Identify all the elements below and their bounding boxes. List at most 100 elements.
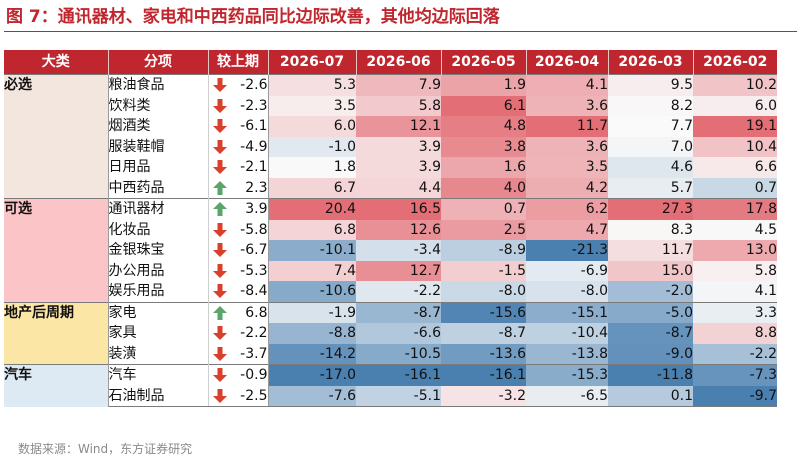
heat-cell: 3.6: [526, 136, 608, 157]
heat-cell: -15.3: [526, 364, 608, 386]
heat-cell: 3.8: [441, 136, 526, 157]
arrow-down-icon: [212, 346, 227, 361]
table-body: 必选 粮油食品 -2.6 5.3 7.9 1.9 4.1 9.5 10.2 饮料类 -2.3 3.5 5…: [4, 74, 777, 407]
change-cell: -2.6: [208, 74, 269, 96]
heat-cell: 4.0: [441, 177, 526, 199]
change-value: -6.1: [240, 118, 268, 135]
heat-cell: -8.7: [441, 323, 526, 344]
heat-cell: -14.2: [268, 343, 356, 365]
heat-cell: 7.9: [356, 74, 441, 96]
item-label: 金银珠宝: [108, 240, 209, 261]
arrow-down-icon: [212, 160, 227, 175]
heat-cell: 7.7: [608, 116, 693, 137]
source-note: 数据来源：Wind，东方证券研究: [18, 442, 193, 456]
item-label: 服装鞋帽: [108, 136, 209, 157]
heat-cell: 11.7: [608, 240, 693, 261]
heat-cell: -10.4: [526, 323, 608, 344]
item-label: 娱乐用品: [108, 281, 209, 302]
heat-cell: 1.8: [268, 157, 356, 178]
heat-cell: 5.8: [693, 260, 777, 281]
heat-cell: 5.8: [356, 95, 441, 116]
heat-cell: 5.7: [608, 177, 693, 199]
heat-cell: 12.1: [356, 116, 441, 137]
heat-cell: -16.1: [441, 364, 526, 386]
item-label: 通讯器材: [108, 198, 209, 220]
column-header: 2026-05: [441, 50, 527, 75]
table-row: 饮料类 -2.3 3.5 5.8 6.1 3.6 8.2 6.0: [4, 95, 777, 116]
table-header-row: 大类 分项 较上期 2026-07 2026-06 2026-05 2026-0…: [4, 50, 777, 75]
table-row: 家具 -2.2 -8.8 -6.6 -8.7 -10.4 -8.7 8.8: [4, 323, 777, 344]
heat-cell: -15.6: [441, 301, 526, 323]
arrow-down-icon: [212, 222, 227, 237]
heat-cell: 16.5: [356, 198, 441, 220]
change-value: 3.9: [245, 201, 268, 218]
heat-cell: 27.3: [608, 198, 693, 220]
heat-cell: -9.0: [608, 343, 693, 365]
item-label: 粮油食品: [108, 74, 209, 96]
heat-cell: -2.2: [693, 343, 777, 365]
heat-cell: 4.5: [693, 219, 777, 240]
heat-cell: 0.1: [608, 385, 693, 407]
heat-cell: 4.2: [526, 177, 608, 199]
heat-cell: 4.1: [526, 74, 608, 96]
item-label: 家具: [108, 323, 209, 344]
category-cell: 必选: [4, 74, 109, 199]
arrow-down-icon: [212, 284, 227, 299]
heat-cell: 17.8: [693, 198, 777, 220]
item-label: 汽车: [108, 364, 209, 386]
arrow-down-icon: [212, 388, 227, 403]
heat-cell: 6.1: [441, 95, 526, 116]
arrow-down-icon: [212, 78, 227, 93]
heat-cell: 3.6: [526, 95, 608, 116]
change-cell: -6.1: [208, 116, 269, 137]
column-header: 2026-06: [356, 50, 442, 75]
change-cell: -8.4: [208, 281, 269, 302]
change-value: 2.3: [245, 179, 268, 196]
change-cell: 6.8: [208, 301, 269, 323]
category-cell: 汽车: [4, 364, 109, 407]
table-row: 服装鞋帽 -4.9 -1.0 3.9 3.8 3.6 7.0 10.4: [4, 136, 777, 157]
change-cell: -2.1: [208, 157, 269, 178]
heat-cell: 0.7: [693, 177, 777, 199]
column-header: 2026-03: [608, 50, 694, 75]
heat-cell: 4.8: [441, 116, 526, 137]
change-value: -6.7: [240, 242, 268, 259]
change-value: -2.6: [240, 77, 268, 94]
heat-cell: -10.5: [356, 343, 441, 365]
item-label: 饮料类: [108, 95, 209, 116]
arrow-down-icon: [212, 119, 227, 134]
change-cell: -5.8: [208, 219, 269, 240]
column-header: 2026-07: [268, 50, 357, 75]
title-divider: [4, 31, 797, 32]
heat-cell: -2.0: [608, 281, 693, 302]
heat-cell: -13.6: [441, 343, 526, 365]
table-row: 办公用品 -5.3 7.4 12.7 -1.5 -6.9 15.0 5.8: [4, 260, 777, 281]
heat-cell: -8.8: [268, 323, 356, 344]
heat-cell: -1.5: [441, 260, 526, 281]
change-cell: 2.3: [208, 177, 269, 199]
heat-cell: -7.3: [693, 364, 777, 386]
heat-cell: 1.6: [441, 157, 526, 178]
heat-cell: 0.7: [441, 198, 526, 220]
column-header: 大类: [4, 50, 109, 75]
heat-cell: 1.9: [441, 74, 526, 96]
heat-cell: 3.5: [526, 157, 608, 178]
table-row: 必选 粮油食品 -2.6 5.3 7.9 1.9 4.1 9.5 10.2: [4, 74, 777, 199]
item-label: 家电: [108, 301, 209, 323]
heat-cell: 20.4: [268, 198, 356, 220]
heat-cell: 6.8: [268, 219, 356, 240]
heat-cell: 12.7: [356, 260, 441, 281]
figure-title: 图 7：通讯器材、家电和中西药品同比边际改善，其他均边际回落: [6, 7, 500, 27]
heat-cell: 6.0: [693, 95, 777, 116]
category-cell: 可选: [4, 198, 109, 302]
heat-cell: 4.7: [526, 219, 608, 240]
heat-cell: -8.0: [441, 281, 526, 302]
arrow-up-icon: [212, 202, 227, 217]
table-row: 烟酒类 -6.1 6.0 12.1 4.8 11.7 7.7 19.1: [4, 116, 777, 137]
item-label: 装潢: [108, 343, 209, 365]
heat-cell: -8.0: [526, 281, 608, 302]
heat-cell: 13.0: [693, 240, 777, 261]
table-row: 装潢 -3.7 -14.2 -10.5 -13.6 -13.8 -9.0 -2.2: [4, 343, 777, 365]
heat-cell: 4.4: [356, 177, 441, 199]
arrow-down-icon: [212, 243, 227, 258]
